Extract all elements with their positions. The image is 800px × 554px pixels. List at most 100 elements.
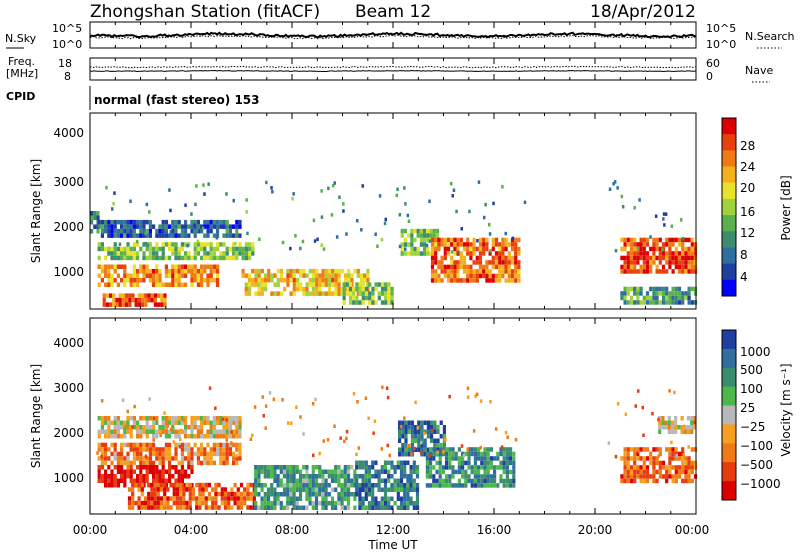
velocity-cell (457, 483, 461, 488)
velocity-cell (298, 469, 303, 474)
power-cell (113, 191, 116, 195)
power-cell (626, 286, 630, 292)
velocity-cell (409, 469, 413, 474)
power-cell (286, 268, 290, 274)
velocity-cell (153, 505, 157, 510)
velocity-cell (126, 429, 130, 434)
power-cell (184, 233, 188, 238)
velocity-cell (416, 426, 419, 430)
power-cell (626, 251, 630, 256)
velocity-cell (276, 478, 280, 483)
velocity-cell (682, 452, 685, 457)
power-cell (129, 199, 132, 203)
power-cell (665, 237, 669, 243)
power-cell (668, 264, 672, 270)
power-cell (456, 278, 460, 283)
power-cell (123, 269, 127, 274)
velocity-cell (129, 425, 133, 430)
velocity-cell (193, 451, 197, 457)
velocity-cell (658, 469, 662, 475)
velocity-cell (171, 465, 175, 470)
power-cell (674, 246, 678, 252)
power-cell (112, 302, 116, 307)
velocity-cell (139, 460, 143, 466)
power-cell (93, 224, 97, 229)
velocity-cell (337, 478, 341, 483)
velocity-cell (330, 501, 335, 506)
velocity-cell (243, 487, 247, 492)
velocity-cell (461, 465, 465, 470)
velocity-cell (651, 411, 654, 416)
velocity-cell (407, 420, 411, 425)
velocity-cell (655, 469, 659, 475)
velocity-cell (398, 425, 402, 430)
velocity-cell (172, 496, 176, 501)
power-cell (155, 233, 159, 238)
velocity-cell (383, 465, 388, 470)
power-cell (144, 231, 148, 236)
power-cell (462, 255, 467, 261)
velocity-cell (509, 483, 513, 488)
power-cell (443, 264, 447, 270)
velocity-cell (639, 465, 643, 470)
power-cell (104, 255, 108, 261)
velocity-cell (358, 465, 362, 470)
velocity-cell (116, 483, 120, 488)
velocity-cell (420, 447, 424, 452)
velocity-cell (179, 500, 183, 506)
velocity-cell (642, 478, 646, 484)
power-cell (120, 278, 124, 283)
power-cell (674, 237, 678, 243)
power-cell (437, 278, 441, 283)
velocity-cell (177, 416, 181, 421)
velocity-cell (207, 491, 212, 497)
velocity-cell (410, 425, 414, 430)
power-cell (247, 273, 252, 278)
velocity-cell (505, 451, 509, 457)
velocity-cell (144, 454, 148, 459)
velocity-cell (136, 474, 140, 479)
power-cell (215, 236, 219, 240)
power-cell (168, 269, 172, 274)
velocity-cell (355, 487, 359, 492)
power-cell (145, 228, 149, 234)
velocity-cell (480, 451, 484, 457)
velocity-cell (445, 460, 449, 466)
power-cell (115, 297, 119, 303)
velocity-cell (438, 451, 442, 457)
velocity-cell (152, 438, 155, 442)
velocity-cell (390, 474, 394, 479)
power-cell (292, 192, 295, 196)
power-cell (642, 295, 646, 301)
power-cell (110, 282, 114, 287)
power-cell (658, 237, 662, 243)
velocity-cell (180, 428, 183, 433)
power-cell (281, 240, 285, 245)
power-cell (450, 250, 454, 254)
velocity-cell (406, 478, 410, 483)
velocity-cell (129, 465, 133, 470)
velocity-cell (184, 447, 188, 452)
velocity-cell (383, 487, 388, 492)
power-cell (316, 237, 319, 241)
power-cell (626, 269, 630, 274)
velocity-cell (286, 478, 290, 483)
power-cell (168, 224, 172, 229)
power-cell (491, 278, 495, 283)
power-cell (235, 219, 239, 225)
velocity-cell (324, 469, 328, 474)
power-cell (416, 251, 420, 256)
power-cell (684, 291, 688, 296)
velocity-cell (377, 483, 381, 488)
velocity-cell (200, 434, 204, 439)
power-cell (677, 251, 682, 256)
velocity-cell (158, 474, 162, 479)
power-cell (180, 282, 184, 287)
power-cell (222, 219, 226, 225)
velocity-cell (219, 420, 223, 425)
power-cell (652, 300, 656, 305)
power-cell (359, 277, 364, 283)
freq-tick-top: 18 (58, 57, 72, 70)
velocity-cell (143, 505, 148, 510)
velocity-cell (637, 449, 641, 454)
